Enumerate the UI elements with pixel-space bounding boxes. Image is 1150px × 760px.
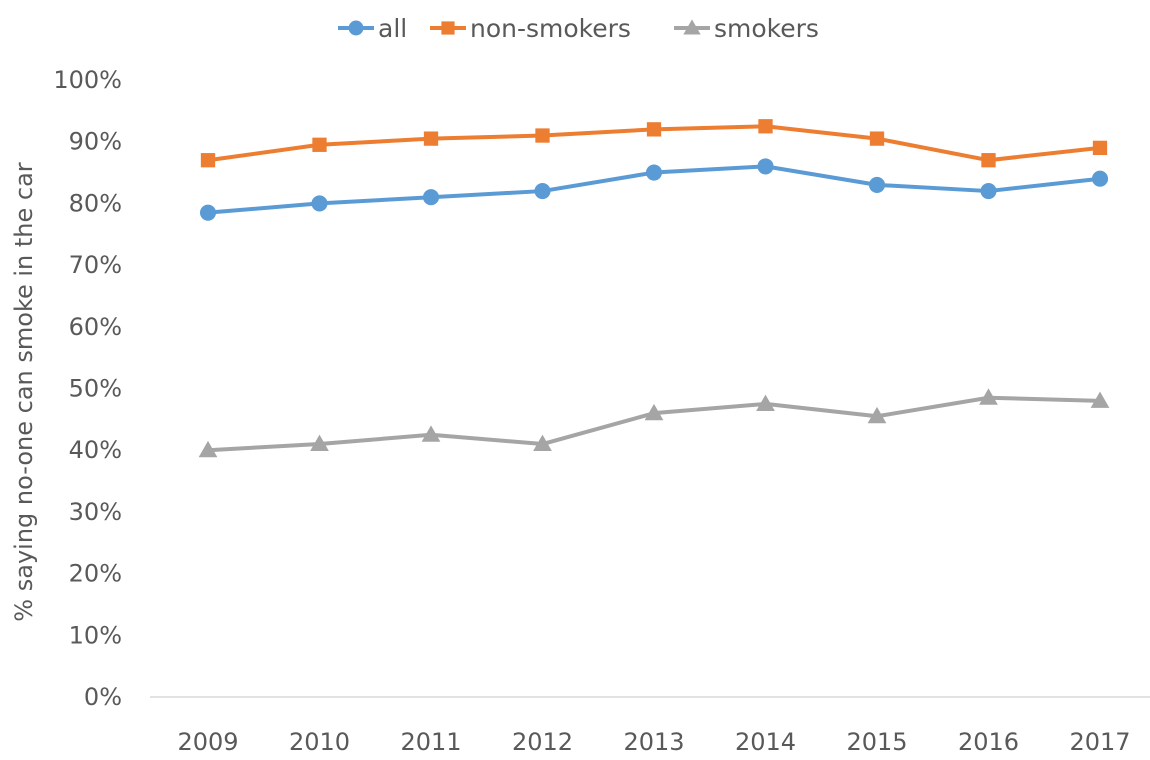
x-tick-label: 2014 [735,728,796,756]
legend-swatch-marker [683,19,701,35]
data-point-non-smokers [758,119,773,134]
data-point-all [422,189,440,206]
y-tick-label: 40% [69,436,122,464]
data-point-all [980,183,997,200]
legend-label: smokers [714,14,819,43]
legend-swatch-marker [348,20,364,36]
x-tick-label: 2013 [623,728,684,756]
y-tick-label: 0% [84,683,122,711]
data-point-smokers [867,406,887,424]
series-smokers [198,388,1110,458]
x-tick-label: 2016 [958,728,1019,756]
data-point-all [868,176,886,193]
data-point-all [311,195,328,212]
data-point-all [534,183,551,200]
data-point-all [1091,170,1109,187]
legend: all non-smokers smokers [338,14,819,43]
data-point-smokers [756,394,775,411]
x-tick-label: 2011 [400,728,461,756]
data-point-smokers [1090,391,1110,408]
legend-label: non-smokers [470,14,631,43]
legend-item-all: all [338,14,407,43]
x-axis-ticks: 2009 2010 2011 2012 2013 2014 2015 2016 2017 [177,728,1130,756]
x-tick-label: 2009 [177,728,238,756]
data-point-non-smokers [646,122,662,137]
legend-label: all [378,14,407,43]
legend-item-non-smokers: non-smokers [430,14,631,43]
y-axis-ticks: 0% 10% 20% 30% 40% 50% 60% 70% 80% 90% 100% [53,66,122,711]
y-tick-label: 70% [69,251,122,279]
legend-swatch-marker [441,21,455,35]
data-point-non-smokers [423,131,439,146]
data-point-smokers [979,388,998,405]
x-tick-label: 2010 [289,728,350,756]
y-tick-label: 30% [69,498,122,526]
data-point-non-smokers [535,128,550,143]
data-point-non-smokers [1092,140,1108,156]
data-point-all [757,158,774,175]
data-point-smokers [533,434,552,452]
data-point-all [199,204,217,221]
x-tick-label: 2015 [846,728,907,756]
y-tick-label: 80% [69,189,122,217]
data-point-smokers [310,434,329,452]
data-point-non-smokers [200,153,216,168]
data-point-smokers [644,403,664,421]
y-tick-label: 50% [69,375,122,403]
y-tick-label: 90% [69,128,122,156]
data-point-smokers [198,440,218,458]
series-all [199,158,1109,221]
data-point-non-smokers [981,153,996,168]
x-tick-label: 2012 [512,728,573,756]
y-tick-label: 100% [53,66,122,94]
series-group [198,119,1110,458]
x-tick-label: 2017 [1069,728,1130,756]
legend-item-smokers: smokers [674,14,819,43]
y-tick-label: 20% [69,560,122,588]
data-point-all [645,164,663,181]
data-point-smokers [421,425,441,442]
y-axis-title: % saying no-one can smoke in the car [10,162,38,621]
series-non-smokers [200,119,1108,168]
data-point-non-smokers [869,131,885,146]
y-tick-label: 60% [69,313,122,341]
y-tick-label: 10% [69,621,122,649]
data-point-non-smokers [312,137,327,152]
